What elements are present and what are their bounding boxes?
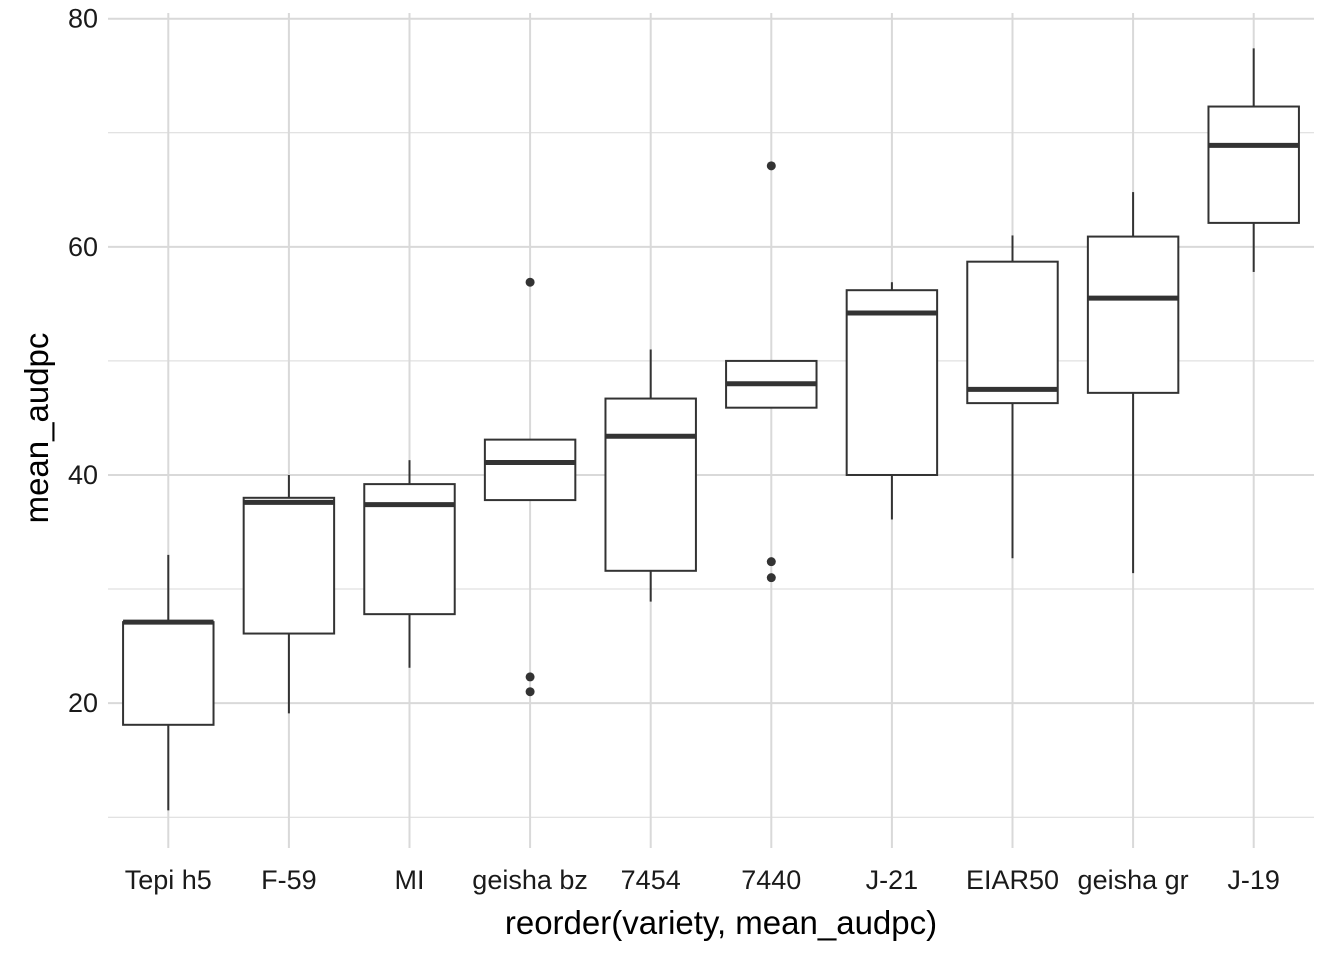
y-axis-tick-labels: 20 40 60 80: [68, 4, 98, 718]
x-tick-label: F-59: [261, 865, 317, 895]
outlier-point: [766, 557, 776, 567]
x-tick-label: MI: [395, 865, 425, 895]
x-tick-label: J-21: [866, 865, 919, 895]
iqr-box: [483, 438, 577, 502]
box-7440: [725, 161, 818, 583]
box-tepi-h5: [122, 554, 215, 811]
box-7454: [604, 349, 697, 602]
iqr-box: [604, 397, 697, 572]
x-tick-label: 7440: [741, 865, 801, 895]
box-geisha-bz: [483, 277, 577, 697]
box-j-19: [1207, 48, 1300, 272]
outlier-point: [766, 161, 776, 171]
x-tick-label: EIAR50: [966, 865, 1059, 895]
x-tick-label: 7454: [621, 865, 681, 895]
outlier-point: [525, 672, 535, 682]
box-series: [122, 48, 1300, 811]
box-mi: [363, 460, 456, 668]
iqr-box: [966, 260, 1059, 405]
outlier-point: [525, 687, 535, 697]
x-tick-label: Tepi h5: [125, 865, 212, 895]
outlier-point: [766, 573, 776, 583]
x-tick-label: J-19: [1227, 865, 1280, 895]
x-axis-tick-labels: Tepi h5 F-59 MI geisha bz 7454 7440 J-21 EIAR50…: [125, 865, 1280, 895]
y-tick-label: 80: [68, 4, 98, 34]
y-tick-label: 40: [68, 460, 98, 490]
iqr-box: [1207, 105, 1300, 224]
x-axis-title: reorder(variety, mean_audpc): [505, 904, 937, 941]
x-tick-label: geisha gr: [1078, 865, 1189, 895]
y-tick-label: 20: [68, 688, 98, 718]
box-geisha-gr: [1086, 192, 1180, 574]
x-tick-label: geisha bz: [472, 865, 588, 895]
iqr-box: [242, 496, 336, 635]
iqr-box: [845, 289, 939, 476]
box-f-59: [242, 474, 336, 714]
y-axis-title: mean_audpc: [18, 333, 55, 524]
iqr-box: [122, 621, 215, 726]
outlier-point: [525, 277, 535, 287]
y-tick-label: 60: [68, 232, 98, 262]
iqr-box: [1086, 235, 1180, 394]
box-j-21: [845, 282, 939, 520]
box-eiar50: [966, 235, 1059, 559]
